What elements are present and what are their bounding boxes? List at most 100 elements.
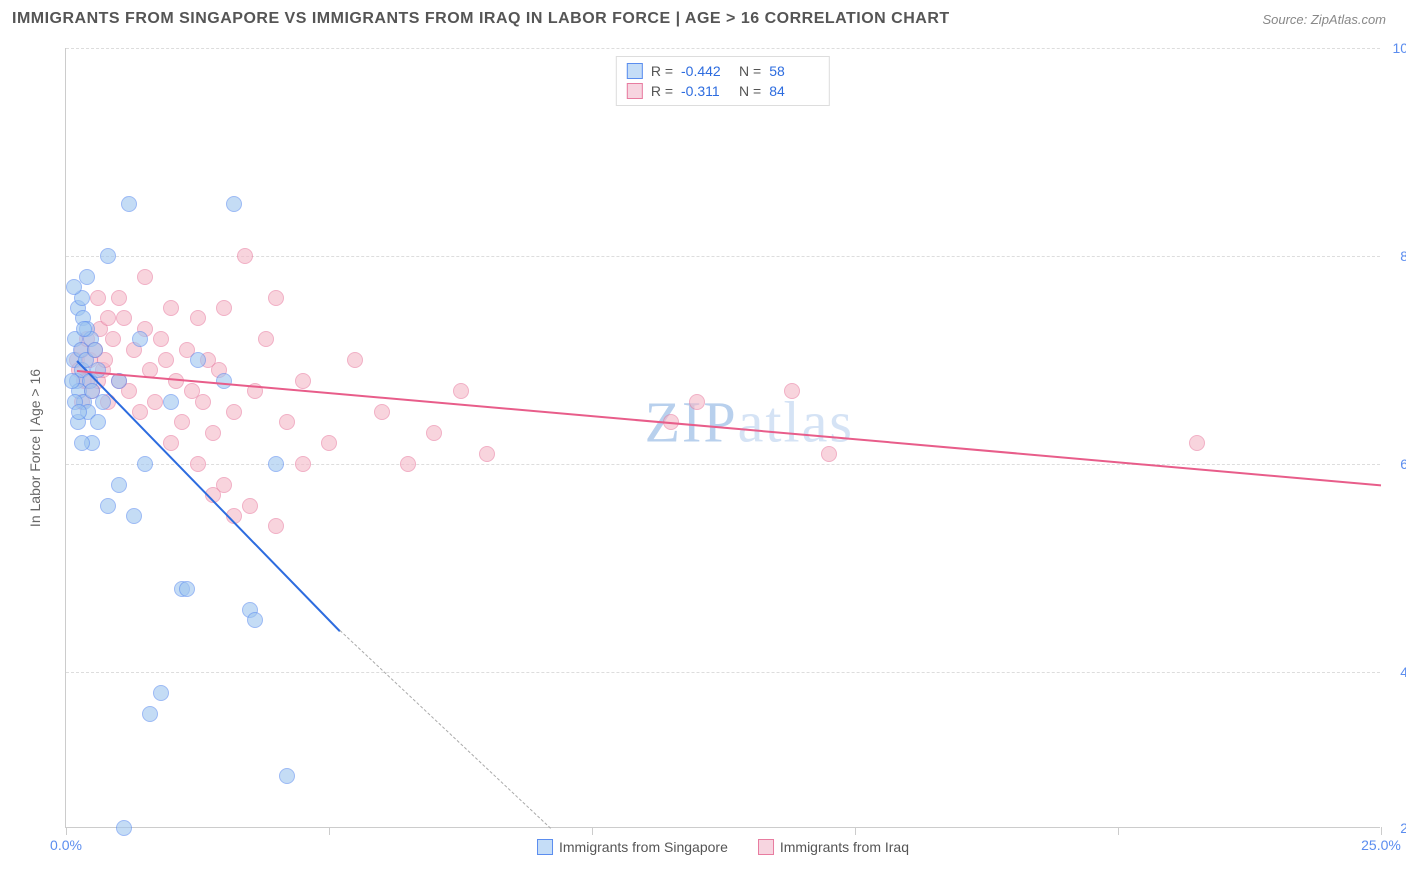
data-point bbox=[226, 196, 242, 212]
data-point bbox=[132, 331, 148, 347]
data-point bbox=[190, 310, 206, 326]
series-legend: Immigrants from Singapore Immigrants fro… bbox=[537, 839, 909, 855]
n-label: N = bbox=[739, 83, 761, 99]
r-value: -0.311 bbox=[681, 83, 731, 99]
data-point bbox=[100, 310, 116, 326]
data-point bbox=[374, 404, 390, 420]
data-point bbox=[190, 456, 206, 472]
y-tick-label: 25.0% bbox=[1400, 820, 1406, 836]
data-point bbox=[479, 446, 495, 462]
data-point bbox=[400, 456, 416, 472]
data-point bbox=[190, 352, 206, 368]
legend-item-singapore: Immigrants from Singapore bbox=[537, 839, 728, 855]
data-point bbox=[216, 300, 232, 316]
trend-dash-singapore bbox=[339, 631, 550, 829]
legend-label: Immigrants from Iraq bbox=[780, 839, 909, 855]
data-point bbox=[142, 706, 158, 722]
data-point bbox=[90, 414, 106, 430]
x-tick-label: 0.0% bbox=[50, 837, 82, 853]
data-point bbox=[163, 300, 179, 316]
legend-item-iraq: Immigrants from Iraq bbox=[758, 839, 909, 855]
data-point bbox=[279, 414, 295, 430]
data-point bbox=[147, 394, 163, 410]
data-point bbox=[205, 425, 221, 441]
data-point bbox=[163, 394, 179, 410]
data-point bbox=[79, 269, 95, 285]
x-tick bbox=[855, 827, 856, 835]
data-point bbox=[111, 290, 127, 306]
data-point bbox=[237, 248, 253, 264]
data-point bbox=[111, 477, 127, 493]
data-point bbox=[268, 456, 284, 472]
n-value: 84 bbox=[769, 83, 819, 99]
legend-label: Immigrants from Singapore bbox=[559, 839, 728, 855]
data-point bbox=[321, 435, 337, 451]
x-tick bbox=[329, 827, 330, 835]
swatch-pink-icon bbox=[758, 839, 774, 855]
data-point bbox=[821, 446, 837, 462]
r-label: R = bbox=[651, 83, 673, 99]
data-point bbox=[137, 269, 153, 285]
n-label: N = bbox=[739, 63, 761, 79]
data-point bbox=[64, 373, 80, 389]
y-tick-label: 60.0% bbox=[1400, 456, 1406, 472]
data-point bbox=[116, 310, 132, 326]
data-point bbox=[116, 820, 132, 836]
r-value: -0.442 bbox=[681, 63, 731, 79]
data-point bbox=[247, 612, 263, 628]
data-point bbox=[74, 435, 90, 451]
data-point bbox=[174, 414, 190, 430]
data-point bbox=[258, 331, 274, 347]
y-axis-title: In Labor Force | Age > 16 bbox=[27, 369, 43, 527]
gridline bbox=[66, 464, 1380, 465]
data-point bbox=[242, 498, 258, 514]
data-point bbox=[1189, 435, 1205, 451]
data-point bbox=[179, 581, 195, 597]
data-point bbox=[347, 352, 363, 368]
data-point bbox=[268, 518, 284, 534]
y-tick-label: 40.0% bbox=[1400, 664, 1406, 680]
data-point bbox=[158, 352, 174, 368]
data-point bbox=[295, 456, 311, 472]
y-tick-label: 80.0% bbox=[1400, 248, 1406, 264]
n-value: 58 bbox=[769, 63, 819, 79]
data-point bbox=[105, 331, 121, 347]
data-point bbox=[66, 279, 82, 295]
x-tick bbox=[592, 827, 593, 835]
plot-area: ZIPatlas R = -0.442 N = 58 R = -0.311 N … bbox=[65, 48, 1380, 828]
x-tick-label: 25.0% bbox=[1361, 837, 1401, 853]
swatch-blue-icon bbox=[627, 63, 643, 79]
r-label: R = bbox=[651, 63, 673, 79]
chart-container: In Labor Force | Age > 16 ZIPatlas R = -… bbox=[45, 48, 1380, 848]
data-point bbox=[90, 290, 106, 306]
gridline bbox=[66, 672, 1380, 673]
data-point bbox=[100, 248, 116, 264]
data-point bbox=[153, 685, 169, 701]
x-tick bbox=[1381, 827, 1382, 835]
data-point bbox=[195, 394, 211, 410]
data-point bbox=[137, 456, 153, 472]
correlation-legend: R = -0.442 N = 58 R = -0.311 N = 84 bbox=[616, 56, 830, 106]
data-point bbox=[126, 508, 142, 524]
x-tick bbox=[66, 827, 67, 835]
data-point bbox=[268, 290, 284, 306]
data-point bbox=[100, 498, 116, 514]
data-point bbox=[784, 383, 800, 399]
gridline bbox=[66, 48, 1380, 49]
y-tick-label: 100.0% bbox=[1393, 40, 1406, 56]
data-point bbox=[121, 196, 137, 212]
chart-title: IMMIGRANTS FROM SINGAPORE VS IMMIGRANTS … bbox=[12, 10, 950, 28]
source-attribution: Source: ZipAtlas.com bbox=[1262, 12, 1386, 27]
data-point bbox=[216, 373, 232, 389]
swatch-blue-icon bbox=[537, 839, 553, 855]
gridline bbox=[66, 256, 1380, 257]
data-point bbox=[163, 435, 179, 451]
legend-row-iraq: R = -0.311 N = 84 bbox=[627, 81, 819, 101]
data-point bbox=[426, 425, 442, 441]
data-point bbox=[226, 404, 242, 420]
data-point bbox=[295, 373, 311, 389]
data-point bbox=[279, 768, 295, 784]
data-point bbox=[689, 394, 705, 410]
legend-row-singapore: R = -0.442 N = 58 bbox=[627, 61, 819, 81]
data-point bbox=[453, 383, 469, 399]
